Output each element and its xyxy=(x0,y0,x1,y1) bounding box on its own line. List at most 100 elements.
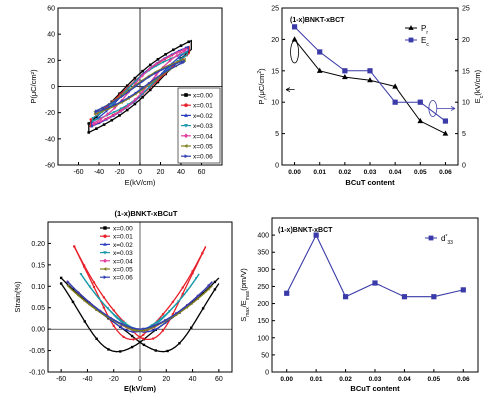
x-tick-label: 20 xyxy=(157,169,165,176)
data-point xyxy=(118,114,121,117)
legend-label: x=0.04 xyxy=(193,133,213,140)
data-point xyxy=(66,280,70,284)
x-tick-label: -20 xyxy=(109,376,119,383)
data-point xyxy=(112,309,115,312)
data-point xyxy=(183,55,187,58)
data-point xyxy=(163,321,167,324)
data-point xyxy=(123,322,127,325)
data-point xyxy=(417,117,424,124)
data-point xyxy=(95,127,98,130)
data-point xyxy=(161,57,165,62)
data-point xyxy=(154,71,157,75)
legend-marker xyxy=(428,235,434,241)
legend-label: d*33 xyxy=(441,234,453,246)
left-axis-indicator xyxy=(290,40,299,64)
data-point xyxy=(95,115,98,119)
data-point xyxy=(341,73,348,80)
y-tick-label: 200 xyxy=(257,301,269,308)
data-point xyxy=(132,338,135,341)
data-point xyxy=(207,287,210,291)
data-point xyxy=(95,337,98,340)
data-point xyxy=(150,324,154,327)
x-tick-label: 0.01 xyxy=(310,376,323,383)
data-point xyxy=(107,348,110,351)
legend-label: x=0.06 xyxy=(113,275,133,282)
x-tick-label: 0.06 xyxy=(439,169,452,176)
data-point xyxy=(175,53,179,58)
data-point xyxy=(442,118,449,124)
y-tick-label: 10 xyxy=(271,100,279,107)
legend: x=0.00 x=0.01 x=0.02 x=0.03 x=0.04 x=0.05 x=0.… xyxy=(177,87,221,164)
series-branch xyxy=(67,281,213,330)
x-tick-label: 0.00 xyxy=(280,376,293,383)
legend-label: Ec xyxy=(421,36,429,48)
data-point xyxy=(154,62,158,66)
data-point xyxy=(178,342,181,345)
y-axis-label: P(μC/cm²) xyxy=(29,69,38,104)
y-tick-label: 50 xyxy=(261,352,269,359)
legend-marker xyxy=(184,103,188,107)
data-point xyxy=(177,300,180,303)
data-point xyxy=(148,63,152,67)
data-point xyxy=(201,307,205,310)
y-tick-label: 40 xyxy=(47,32,55,39)
x-tick-label: 0.04 xyxy=(398,376,411,383)
data-point xyxy=(167,65,171,69)
data-point xyxy=(99,117,103,121)
y2-tick-label: 0 xyxy=(462,163,466,170)
x-tick-label: 0.06 xyxy=(457,376,470,383)
series-loop xyxy=(95,59,185,114)
legend-label: x=0.03 xyxy=(113,250,133,257)
series-line xyxy=(286,233,464,298)
data-point xyxy=(133,102,137,106)
data-point xyxy=(213,288,217,291)
data-point xyxy=(168,309,171,313)
data-point xyxy=(94,109,98,113)
data-point xyxy=(171,300,175,304)
y-tick-label: 0 xyxy=(51,84,55,91)
data-point xyxy=(120,326,124,329)
data-point xyxy=(155,64,158,68)
legend-marker xyxy=(103,251,107,255)
legend-label: x=0.01 xyxy=(193,103,213,110)
x-tick-label: 60 xyxy=(215,376,223,383)
data-point xyxy=(106,112,110,116)
legend-label: x=0.04 xyxy=(113,258,133,265)
data-point xyxy=(291,24,298,30)
data-point xyxy=(460,287,466,293)
legend-marker xyxy=(103,275,108,280)
data-point xyxy=(119,107,123,111)
x-tick-label: -40 xyxy=(94,169,104,176)
data-point xyxy=(98,112,102,116)
data-point xyxy=(92,121,96,125)
data-point xyxy=(179,44,183,47)
data-point xyxy=(87,303,91,306)
y-tick-label: -60 xyxy=(45,163,55,170)
data-point xyxy=(125,108,129,112)
data-point xyxy=(392,99,398,105)
data-point xyxy=(213,280,217,284)
data-point xyxy=(126,87,130,90)
data-point xyxy=(66,284,69,288)
x-tick-label: 20 xyxy=(162,376,170,383)
data-point xyxy=(148,88,152,92)
legend-label: x=0.05 xyxy=(193,144,213,151)
data-point xyxy=(401,294,408,300)
legend-label: x=0.05 xyxy=(113,267,133,274)
data-point xyxy=(313,232,319,238)
data-point xyxy=(133,80,137,84)
legend: d*33 xyxy=(425,234,453,246)
y2-tick-label: 10 xyxy=(462,100,470,107)
y-tick-label: -0.10 xyxy=(29,370,45,377)
chart-title: (1-x)BNKT-xBCT xyxy=(278,227,333,234)
data-point xyxy=(82,265,86,268)
data-point xyxy=(147,75,151,79)
x-axis-label: BCuT content xyxy=(350,384,400,393)
data-point xyxy=(89,118,93,121)
data-point xyxy=(102,123,106,126)
right-axis-arrow xyxy=(436,106,456,111)
data-point xyxy=(106,116,110,120)
x-tick-label: -60 xyxy=(73,169,83,176)
data-point xyxy=(154,349,157,352)
data-point xyxy=(185,289,189,292)
